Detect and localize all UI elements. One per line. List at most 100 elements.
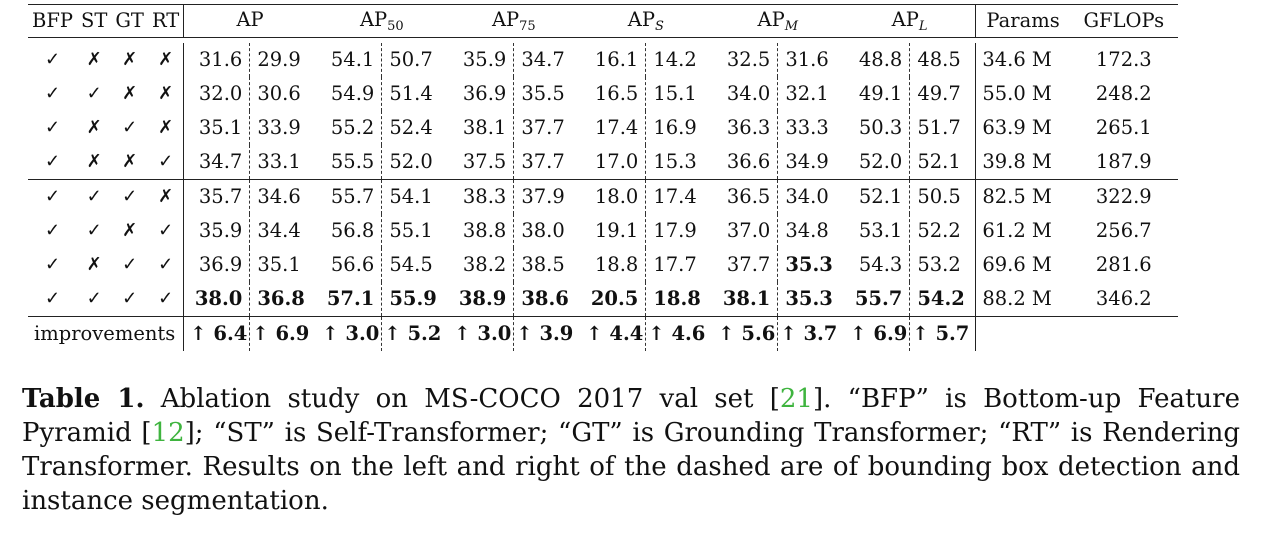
mask-value-cell: 48.5 xyxy=(909,43,977,77)
mask-value-cell: 51.4 xyxy=(389,82,433,106)
check-mark-icon: ✓ xyxy=(44,288,61,309)
mask-value-cell: 53.2 xyxy=(909,248,977,282)
check-mark-icon: ✓ xyxy=(28,179,77,214)
mask-value-cell: 52.4 xyxy=(389,116,433,140)
mask-value-cell: 33.3 xyxy=(785,116,829,140)
cross-mark-icon: ✗ xyxy=(122,151,138,172)
params-cell: 39.8 M xyxy=(982,150,1052,174)
mask-value-cell: 51.7 xyxy=(909,111,977,145)
mask-value-cell: 33.9 xyxy=(257,116,301,140)
cross-mark-icon: ✗ xyxy=(86,254,102,275)
header-gt: GT xyxy=(111,4,148,38)
bbox-value-cell: 50.3 xyxy=(843,111,911,145)
bbox-value-cell: 37.0 xyxy=(711,214,779,248)
params-cell: 69.6 M xyxy=(982,253,1052,277)
mask-value-cell: 38.6 xyxy=(521,287,569,311)
bbox-value-cell: 17.0 xyxy=(579,145,647,180)
table-caption: Table 1. Ablation study on MS-COCO 2017 … xyxy=(22,382,1240,518)
bbox-value-cell: 56.8 xyxy=(315,214,383,248)
table-row: ✓ ✗ ✗ ✗ 31.6 29.9 54.1 50.7 35.9 34.7 16.1 14.2 32.5… xyxy=(28,43,1178,77)
bbox-value-cell: 48.8 xyxy=(843,43,911,77)
header-gap xyxy=(28,37,1178,43)
ablation-table-container: BFP ST GT RT AP AP50 AP75 APS APM APL Pa… xyxy=(28,4,1226,351)
bbox-value-cell: 17.4 xyxy=(579,111,647,145)
mask-value-cell: 52.2 xyxy=(909,214,977,248)
params-cell: 63.9 M xyxy=(982,116,1052,140)
check-mark-icon: ✓ xyxy=(147,282,185,317)
mask-value-cell: 54.2 xyxy=(909,282,977,317)
mask-value-cell: 34.9 xyxy=(785,150,829,174)
mask-value-cell: 34.4 xyxy=(257,219,301,243)
header-st: ST xyxy=(76,4,112,38)
improvement-value-cell: ↑ 5.7 xyxy=(909,316,977,351)
bbox-value-cell: 38.3 xyxy=(447,179,515,214)
params-cell: 34.6 M xyxy=(982,48,1052,72)
mask-value-cell: 33.1 xyxy=(257,150,301,174)
improvements-row: improvements ↑ 6.4 ↑ 6.9 ↑ 3.0 ↑ 5.2 ↑ 3.0 ↑ 3… xyxy=(28,316,1178,351)
header-rt: RT xyxy=(147,4,185,38)
header-ap50: AP50 xyxy=(315,4,448,38)
improvement-value-cell: ↑ 6.9 xyxy=(249,316,316,351)
gflops-cell: 265.1 xyxy=(1095,116,1152,140)
bbox-value-cell: 55.7 xyxy=(843,282,911,317)
citation-link-21[interactable]: 21 xyxy=(779,384,813,414)
check-mark-icon: ✓ xyxy=(76,179,112,214)
check-mark-icon: ✓ xyxy=(44,49,61,70)
improvement-value-cell: ↑ 3.0 xyxy=(315,316,383,351)
bbox-value-cell: 37.7 xyxy=(711,248,779,282)
empty-cell xyxy=(975,316,1070,351)
header-apl: APL xyxy=(843,4,977,38)
mask-value-cell: 34.0 xyxy=(777,179,844,214)
bbox-value-cell: 52.0 xyxy=(843,145,911,180)
bbox-value-cell: 54.1 xyxy=(315,43,383,77)
mask-value-cell: 32.1 xyxy=(785,82,829,106)
table-row: ✓ ✗ ✓ ✓ 36.9 35.1 56.6 54.5 38.2 38.5 18.8 17.7 37.7… xyxy=(28,248,1178,282)
mask-value-cell: 18.8 xyxy=(653,287,701,311)
mask-value-cell: 55.9 xyxy=(389,287,437,311)
bbox-value-cell: 54.3 xyxy=(843,248,911,282)
bbox-value-cell: 38.9 xyxy=(447,282,515,317)
mask-value-cell: 15.3 xyxy=(653,150,697,174)
cross-mark-icon: ✗ xyxy=(147,111,185,145)
cross-mark-icon: ✗ xyxy=(147,77,185,111)
bbox-value-cell: 55.5 xyxy=(315,145,383,180)
check-mark-icon: ✓ xyxy=(122,288,138,309)
table-row: ✓ ✓ ✓ ✗ 35.7 34.6 55.7 54.1 38.3 37.9 18.0 17.4 36.5… xyxy=(28,179,1178,214)
table-body: ✓ ✗ ✗ ✗ 31.6 29.9 54.1 50.7 35.9 34.7 16.1 14.2 32.5… xyxy=(28,37,1178,351)
improvement-value-cell: ↑ 3.9 xyxy=(513,316,580,351)
cross-mark-icon: ✗ xyxy=(86,117,102,138)
mask-value-cell: 30.6 xyxy=(257,82,301,106)
check-mark-icon: ✓ xyxy=(147,145,185,180)
mask-value-cell: 49.7 xyxy=(909,77,977,111)
bbox-value-cell: 35.7 xyxy=(183,179,251,214)
mask-value-cell: 17.7 xyxy=(653,253,697,277)
check-mark-icon: ✓ xyxy=(86,83,102,104)
bbox-value-cell: 52.1 xyxy=(843,179,911,214)
mask-value-cell: 14.2 xyxy=(653,48,697,72)
params-cell: 82.5 M xyxy=(975,179,1070,214)
improvement-value-cell: ↑ 5.6 xyxy=(711,316,779,351)
gflops-cell: 187.9 xyxy=(1095,150,1152,174)
bbox-value-cell: 38.1 xyxy=(711,282,779,317)
improvements-label: improvements xyxy=(28,316,185,351)
mask-value-cell: 29.9 xyxy=(257,48,301,72)
check-mark-icon: ✓ xyxy=(44,220,61,241)
improvement-value-cell: ↑ 5.2 xyxy=(381,316,448,351)
check-mark-icon: ✓ xyxy=(44,117,61,138)
bbox-value-cell: 20.5 xyxy=(579,282,647,317)
table-header-row: BFP ST GT RT AP AP50 AP75 APS APM APL Pa… xyxy=(28,4,1178,38)
bbox-value-cell: 36.9 xyxy=(183,248,251,282)
bbox-value-cell: 35.9 xyxy=(183,214,251,248)
bbox-value-cell: 38.2 xyxy=(447,248,515,282)
mask-value-cell: 38.5 xyxy=(521,253,565,277)
improvement-value-cell: ↑ 4.4 xyxy=(579,316,647,351)
bbox-value-cell: 55.2 xyxy=(315,111,383,145)
mask-value-cell: 37.7 xyxy=(521,150,565,174)
bbox-value-cell: 38.0 xyxy=(183,282,251,317)
mask-value-cell: 54.1 xyxy=(381,179,448,214)
citation-link-12[interactable]: 12 xyxy=(151,418,185,448)
bbox-value-cell: 54.9 xyxy=(315,77,383,111)
caption-text-3: ]; “ST” is Self-Transformer; “GT” is Gro… xyxy=(22,418,1241,516)
mask-value-cell: 34.6 xyxy=(249,179,316,214)
bbox-value-cell: 36.3 xyxy=(711,111,779,145)
